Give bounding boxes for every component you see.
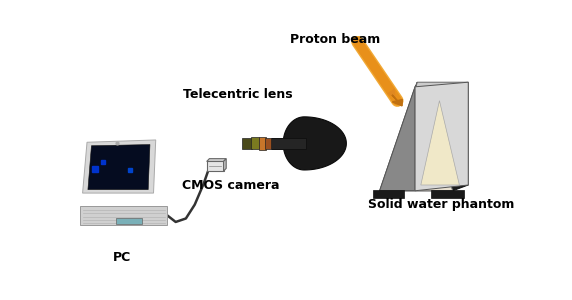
Polygon shape <box>82 140 156 193</box>
Polygon shape <box>388 82 468 185</box>
FancyArrow shape <box>392 95 402 106</box>
Text: Solid water phantom: Solid water phantom <box>368 198 515 211</box>
Polygon shape <box>373 190 404 198</box>
FancyBboxPatch shape <box>80 206 167 225</box>
Polygon shape <box>224 159 226 171</box>
FancyBboxPatch shape <box>251 137 259 149</box>
Polygon shape <box>283 117 347 170</box>
Polygon shape <box>421 101 459 185</box>
Polygon shape <box>415 82 468 191</box>
Text: Proton beam: Proton beam <box>290 33 380 46</box>
Polygon shape <box>380 82 418 191</box>
Polygon shape <box>415 87 453 191</box>
FancyBboxPatch shape <box>242 138 252 149</box>
FancyBboxPatch shape <box>206 161 224 171</box>
FancyBboxPatch shape <box>271 138 307 149</box>
FancyBboxPatch shape <box>259 137 265 150</box>
FancyBboxPatch shape <box>116 218 142 224</box>
Text: PC: PC <box>113 251 132 264</box>
Polygon shape <box>380 87 415 191</box>
FancyBboxPatch shape <box>265 138 272 149</box>
Polygon shape <box>206 159 226 161</box>
Text: Telecentric lens: Telecentric lens <box>183 88 292 101</box>
Polygon shape <box>431 190 464 198</box>
Polygon shape <box>88 145 150 190</box>
Text: CMOS camera: CMOS camera <box>182 179 280 192</box>
Polygon shape <box>380 185 468 191</box>
